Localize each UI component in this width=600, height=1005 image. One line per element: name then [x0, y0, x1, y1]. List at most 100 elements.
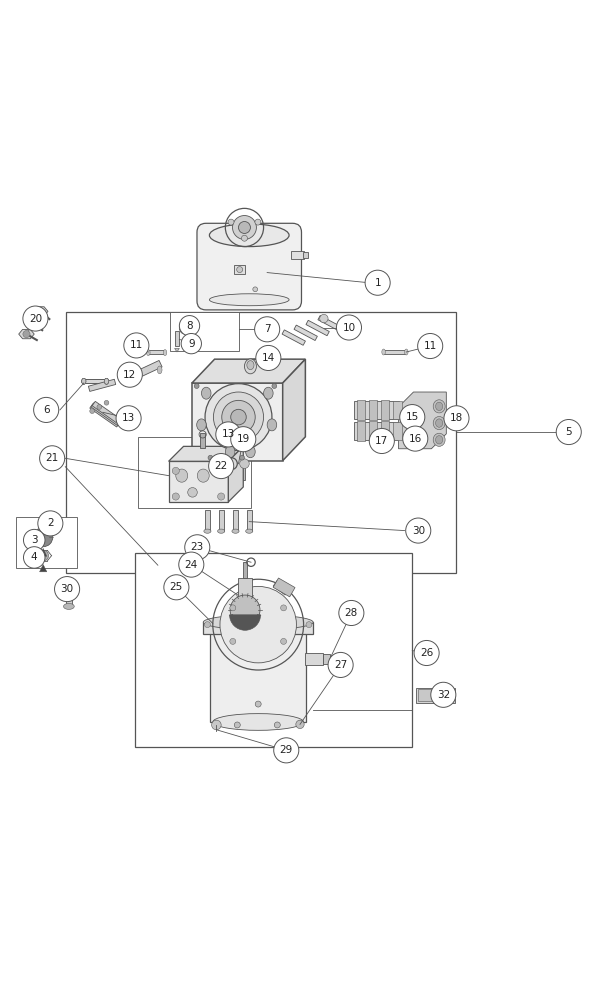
- Circle shape: [38, 551, 49, 561]
- Polygon shape: [192, 359, 305, 383]
- Bar: [200, 433, 205, 448]
- Text: 5: 5: [565, 427, 572, 437]
- Circle shape: [253, 419, 256, 423]
- Polygon shape: [229, 446, 243, 501]
- Bar: [92, 401, 122, 424]
- Bar: [170, 312, 239, 351]
- Circle shape: [23, 530, 45, 551]
- Polygon shape: [40, 565, 47, 572]
- Bar: [88, 379, 116, 391]
- Circle shape: [164, 575, 189, 600]
- Circle shape: [281, 605, 287, 611]
- Bar: [131, 361, 162, 380]
- Text: 10: 10: [343, 323, 356, 333]
- Bar: [282, 330, 305, 346]
- Circle shape: [281, 638, 287, 644]
- Ellipse shape: [433, 400, 445, 413]
- Circle shape: [194, 384, 199, 388]
- Bar: [416, 687, 455, 702]
- Circle shape: [337, 315, 362, 340]
- Ellipse shape: [436, 419, 443, 427]
- Polygon shape: [175, 349, 179, 352]
- Polygon shape: [273, 580, 289, 595]
- Circle shape: [444, 406, 469, 431]
- Circle shape: [37, 308, 44, 315]
- Circle shape: [205, 384, 272, 450]
- Circle shape: [272, 384, 277, 388]
- Bar: [354, 422, 398, 440]
- Circle shape: [233, 215, 256, 239]
- Circle shape: [179, 316, 200, 336]
- Ellipse shape: [104, 378, 109, 384]
- Bar: [392, 401, 401, 419]
- Ellipse shape: [64, 579, 74, 584]
- Bar: [219, 511, 224, 532]
- Bar: [318, 316, 341, 331]
- Circle shape: [216, 422, 241, 447]
- Bar: [203, 622, 313, 634]
- Bar: [354, 401, 398, 419]
- Text: 27: 27: [334, 660, 347, 670]
- Circle shape: [320, 315, 328, 323]
- Ellipse shape: [157, 366, 162, 374]
- Ellipse shape: [436, 402, 443, 410]
- Ellipse shape: [433, 416, 445, 430]
- Text: 3: 3: [31, 535, 38, 545]
- Circle shape: [418, 334, 443, 359]
- Circle shape: [124, 333, 149, 358]
- Circle shape: [255, 701, 261, 708]
- Bar: [66, 312, 456, 573]
- Ellipse shape: [247, 361, 254, 370]
- Text: 23: 23: [191, 543, 204, 553]
- Bar: [240, 460, 245, 479]
- Bar: [16, 518, 77, 568]
- Ellipse shape: [64, 603, 74, 609]
- Circle shape: [29, 320, 36, 327]
- Bar: [242, 562, 247, 578]
- Text: 13: 13: [122, 413, 135, 423]
- Text: 17: 17: [375, 436, 388, 446]
- Circle shape: [23, 331, 30, 338]
- Circle shape: [55, 577, 80, 602]
- Bar: [90, 404, 120, 427]
- Circle shape: [231, 409, 246, 425]
- Text: 19: 19: [236, 434, 250, 444]
- Bar: [205, 511, 210, 532]
- Bar: [392, 422, 401, 440]
- Circle shape: [116, 406, 141, 431]
- Text: 1: 1: [374, 277, 381, 287]
- Bar: [273, 578, 295, 597]
- Ellipse shape: [267, 419, 277, 431]
- Text: 26: 26: [420, 648, 433, 658]
- Text: 11: 11: [424, 341, 437, 351]
- Ellipse shape: [131, 373, 136, 380]
- Ellipse shape: [82, 378, 86, 384]
- Circle shape: [369, 428, 394, 453]
- Circle shape: [172, 492, 179, 500]
- Circle shape: [239, 455, 244, 460]
- Circle shape: [218, 492, 225, 500]
- Circle shape: [296, 721, 304, 729]
- Circle shape: [274, 738, 299, 763]
- Circle shape: [205, 622, 211, 627]
- Bar: [66, 581, 72, 604]
- Circle shape: [328, 652, 353, 677]
- Circle shape: [40, 446, 65, 471]
- Circle shape: [339, 600, 364, 625]
- Circle shape: [179, 323, 191, 334]
- Circle shape: [208, 455, 213, 460]
- Bar: [357, 421, 365, 441]
- Circle shape: [222, 400, 255, 434]
- Circle shape: [179, 552, 204, 577]
- Circle shape: [38, 511, 63, 536]
- Circle shape: [218, 467, 225, 474]
- Circle shape: [403, 426, 428, 451]
- Ellipse shape: [202, 387, 211, 399]
- Circle shape: [104, 400, 109, 405]
- Bar: [169, 461, 229, 501]
- Text: 30: 30: [412, 526, 425, 536]
- Circle shape: [181, 334, 202, 354]
- Text: 12: 12: [123, 370, 136, 380]
- Ellipse shape: [204, 529, 211, 534]
- Ellipse shape: [197, 469, 209, 482]
